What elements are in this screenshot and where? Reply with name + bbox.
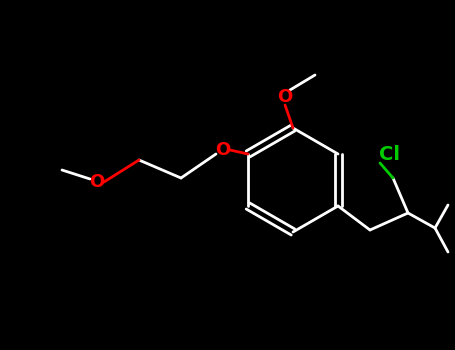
Text: O: O bbox=[215, 141, 231, 159]
Text: O: O bbox=[278, 88, 293, 106]
Text: Cl: Cl bbox=[379, 146, 400, 164]
Text: O: O bbox=[89, 173, 105, 191]
